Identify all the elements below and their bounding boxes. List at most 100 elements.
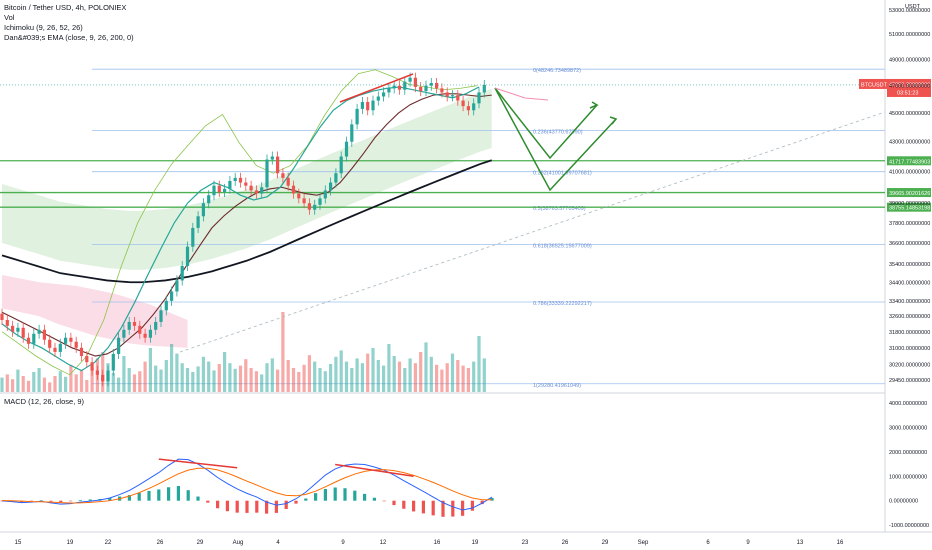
candlesticks (0, 72, 486, 387)
macd-line (1, 458, 493, 511)
candle-body (117, 337, 121, 354)
candle-body (440, 88, 444, 93)
candle-body (286, 177, 290, 186)
candle-body (382, 92, 386, 97)
symbol-tag: BTCUSDT (861, 82, 888, 88)
volume-bar (419, 352, 423, 392)
macd-histogram-bar (451, 500, 455, 517)
volume-bar (408, 358, 412, 392)
price-tick-label: 31000.00000000 (889, 346, 930, 352)
macd-histogram-bar (431, 500, 435, 516)
lagging-span-line (1, 69, 477, 376)
candle-body (302, 198, 306, 204)
symbol-tag-bg (859, 78, 887, 89)
macd-histogram-bar (235, 500, 239, 513)
volume-bar (21, 376, 25, 392)
signal-line (1, 467, 492, 504)
volume-bar (26, 380, 31, 392)
legend-symbol-title[interactable]: Bitcoin / Tether USD, 4h, POLONIEX (4, 3, 127, 12)
price-tick-label: 47000.00000000 (889, 84, 930, 90)
candle-body (244, 182, 248, 186)
volume-bar (90, 368, 94, 392)
macd-histogram-bar (88, 499, 92, 501)
volume-bar (85, 380, 89, 392)
volume-bar (111, 372, 115, 392)
volume-bar (350, 368, 354, 392)
price-tick-label: 32600.00000000 (889, 314, 930, 320)
volume-bar (132, 374, 137, 392)
candle-body (392, 85, 396, 89)
volume-bar (143, 361, 147, 392)
macd-legend[interactable]: MACD (12, 26, close, 9) (4, 397, 85, 406)
time-tick-label: 15 (15, 540, 22, 546)
support-levels: 41717.77483903 39665.90201626 38755.148531… (0, 156, 931, 212)
support-label: 38755.14853198 (889, 206, 930, 212)
candle-body (180, 265, 184, 281)
ichimoku-cloud (2, 88, 492, 348)
macd-tick-label: 3000.00000000 (889, 425, 927, 431)
candle-body (297, 193, 301, 199)
fibonacci-retracement: 0(48246.73489872) 0.236(43770.67390) 0.382… (92, 68, 885, 389)
macd-tick-label: 0.00000000 (889, 499, 918, 505)
candle-body (90, 362, 94, 371)
volume-bar (355, 358, 359, 392)
candle-body (329, 182, 333, 191)
fib-label: 0.236(43770.67390) (533, 130, 583, 136)
volume-bar (297, 372, 301, 392)
macd-histogram-bar (480, 500, 484, 505)
price-tick-label: 33400.00000000 (889, 299, 930, 305)
macd-histogram-bar (176, 486, 180, 501)
candle-body (11, 325, 15, 332)
price-tick-label: 41000.00000000 (889, 170, 930, 176)
volume-bar (376, 360, 380, 392)
macd-histogram-bar (78, 499, 82, 501)
time-tick-label: 23 (522, 540, 529, 546)
legend-volume[interactable]: Vol (4, 13, 15, 22)
dashed-trendline (179, 111, 886, 353)
candle-body (148, 329, 152, 338)
macd-pane: 4000.00000000 3000.00000000 2000.00000000 1… (0, 401, 929, 529)
volume-bar (196, 366, 200, 392)
volume-bar (58, 371, 62, 392)
volume-bar (440, 369, 444, 392)
candle-body (26, 337, 31, 344)
price-axis: 53000.00000000 51000.00000000 49000.000000… (889, 4, 930, 384)
time-tick-label: 26 (562, 540, 569, 546)
volume-bar (42, 377, 46, 392)
volume-bar (185, 368, 190, 392)
price-unit-label: USDT (905, 4, 921, 10)
candle-body (265, 159, 269, 188)
volume-bar (276, 369, 280, 392)
candle-body (366, 101, 370, 111)
volume-bar (79, 369, 84, 392)
legend-ichimoku[interactable]: Ichimoku (9, 26, 52, 26) (4, 23, 83, 32)
volume-bar (180, 363, 184, 392)
candle-body (334, 173, 338, 183)
macd-tick-label: 4000.00000000 (889, 401, 927, 407)
macd-histogram-bar (69, 500, 73, 502)
time-tick-label: 22 (105, 540, 112, 546)
macd-histogram-bar (382, 500, 386, 502)
price-tick-label: 30200.00000000 (889, 362, 930, 368)
kumo-bull (2, 88, 492, 270)
price-tick-label: 43000.00000000 (889, 140, 930, 146)
macd-histogram-bar (470, 500, 474, 511)
price-tick-label: 35400.00000000 (889, 262, 930, 268)
macd-histogram-bar (265, 500, 269, 514)
price-tick-label: 34400.00000000 (889, 280, 930, 286)
price-tick-label: 45000.00000000 (889, 111, 930, 117)
candle-body (413, 77, 417, 88)
price-tick-label: 31800.00000000 (889, 330, 930, 336)
macd-histogram-bar (343, 488, 347, 501)
legend-ema[interactable]: Dan&#039;s EMA (close, 9, 26, 200, 0) (4, 33, 134, 42)
candle-body (360, 101, 364, 109)
time-tick-label: Sep (638, 540, 649, 546)
volume-bar (127, 368, 131, 392)
volume-bar (74, 374, 78, 392)
volume-bar (334, 356, 338, 392)
candle-body (344, 141, 349, 157)
candle-body (228, 180, 232, 189)
candle-body (154, 321, 158, 330)
projection-arrow-2 (609, 116, 618, 125)
